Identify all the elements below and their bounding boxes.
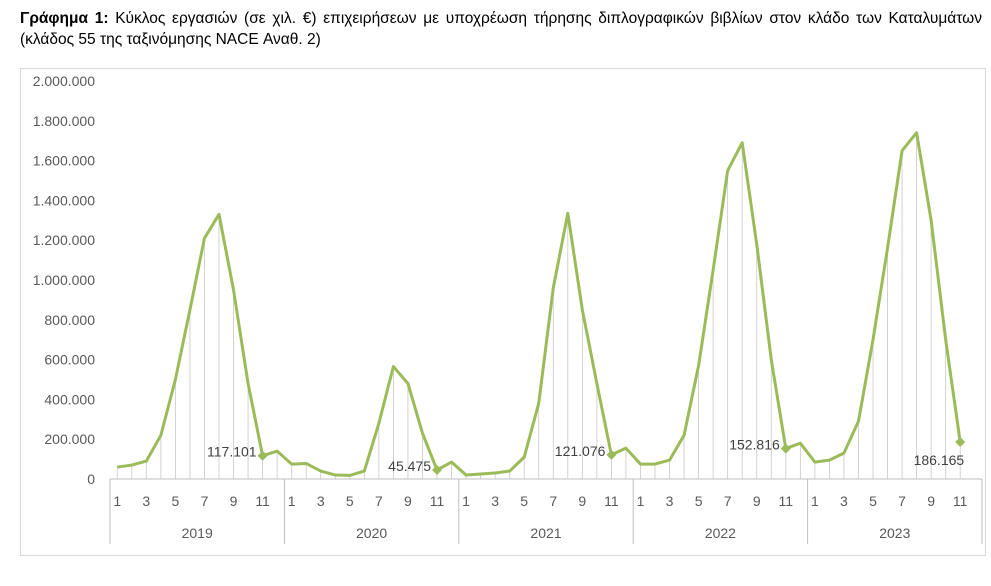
year-label: 2022	[705, 525, 736, 541]
x-tick-label: 1	[462, 493, 470, 509]
year-label: 2021	[530, 525, 561, 541]
chart-title: Γράφημα 1: Κύκλος εργασιών (σε χιλ. €) ε…	[20, 8, 982, 50]
chart-title-text: Κύκλος εργασιών (σε χιλ. €) επιχειρήσεων…	[20, 10, 982, 48]
series-line	[117, 131, 962, 477]
y-tick-label: 800.000	[44, 312, 95, 328]
x-tick-label: 11	[430, 493, 445, 509]
y-tick-label: 1.600.000	[33, 153, 95, 169]
x-tick-label: 5	[695, 493, 703, 509]
x-tick-label: 1	[811, 493, 819, 509]
year-label: 2023	[879, 525, 910, 541]
x-tick-label: 9	[230, 493, 238, 509]
data-marker	[955, 436, 966, 447]
x-tick-label: 1	[113, 493, 121, 509]
y-tick-label: 2.000.000	[33, 73, 95, 89]
x-tick-label: 9	[404, 493, 412, 509]
x-tick-label: 3	[840, 493, 848, 509]
series	[117, 131, 962, 477]
x-tick-label: 5	[346, 493, 354, 509]
chart-frame	[20, 68, 986, 556]
x-tick-label: 3	[317, 493, 325, 509]
x-tick-label: 9	[753, 493, 761, 509]
y-tick-label: 1.400.000	[33, 192, 95, 208]
y-tick-label: 400.000	[44, 391, 95, 407]
y-tick-label: 200.000	[44, 431, 95, 447]
x-tick-label: 7	[549, 493, 557, 509]
x-tick-label: 11	[953, 493, 968, 509]
x-tick-label: 1	[288, 493, 296, 509]
x-tick-label: 11	[255, 493, 270, 509]
y-tick-label: 0	[87, 471, 95, 487]
y-tick-label: 600.000	[44, 352, 95, 368]
x-tick-label: 9	[578, 493, 586, 509]
x-tick-label: 7	[375, 493, 383, 509]
x-tick-label: 3	[666, 493, 674, 509]
x-tick-label: 5	[520, 493, 528, 509]
data-labels: 117.101 45.475 121.076 152.816 186.165	[207, 436, 966, 475]
data-marker	[432, 464, 442, 475]
y-tick-label: 1.000.000	[33, 272, 95, 288]
x-tick-label: 7	[898, 493, 906, 509]
chart-title-prefix: Γράφημα 1:	[20, 10, 109, 27]
x-tick-label: 9	[927, 493, 935, 509]
year-label: 2020	[356, 525, 387, 541]
y-axis: 0 200.000 400.000 600.000 800.000 1.000.000 1.…	[33, 73, 96, 487]
x-tick-label: 7	[724, 493, 732, 509]
x-tick-label: 5	[172, 493, 180, 509]
data-label: 45.475	[388, 458, 431, 474]
data-marker	[257, 450, 268, 461]
data-marker	[606, 449, 617, 460]
x-tick-label: 7	[201, 493, 209, 509]
x-tick-label: 5	[869, 493, 877, 509]
year-label: 2019	[182, 525, 213, 541]
y-tick-label: 1.200.000	[33, 232, 95, 248]
x-tick-label: 3	[142, 493, 150, 509]
data-label: 117.101	[207, 444, 257, 460]
data-label: 121.076	[555, 443, 606, 459]
data-label: 186.165	[914, 452, 965, 468]
y-tick-label: 1.800.000	[33, 113, 95, 129]
x-tick-label: 3	[491, 493, 499, 509]
x-tick-label: 11	[779, 493, 794, 509]
x-tick-label: 11	[604, 493, 619, 509]
data-marker	[780, 443, 791, 454]
drop-lines	[116, 132, 961, 479]
x-tick-label: 1	[637, 493, 645, 509]
data-label: 152.816	[729, 437, 780, 453]
